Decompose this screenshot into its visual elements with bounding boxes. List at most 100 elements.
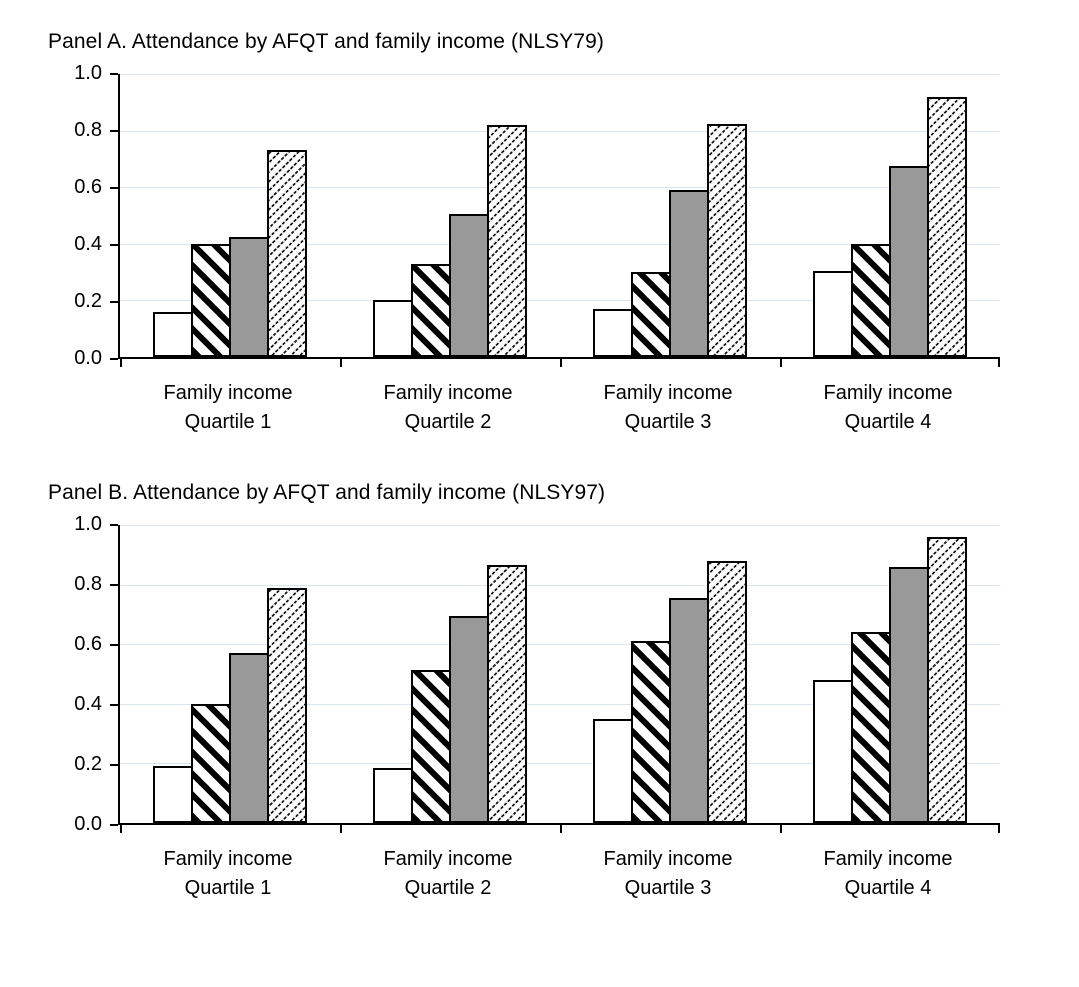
bar-gray xyxy=(669,190,709,357)
gridline xyxy=(120,187,1000,189)
x-axis-label: Family income Quartile 1 xyxy=(118,845,338,903)
panel-a: Panel A. Attendance by AFQT and family i… xyxy=(48,30,1049,437)
bar-group xyxy=(780,525,1000,823)
x-axis-label: Family income Quartile 4 xyxy=(778,845,998,903)
bar-stripe xyxy=(411,263,451,357)
y-tick-mark xyxy=(110,130,118,132)
bar-groups xyxy=(120,74,1000,357)
x-axis-label-line: Family income xyxy=(383,848,513,870)
bar-white xyxy=(593,308,633,357)
x-axis-label-line: Family income xyxy=(823,848,953,870)
y-tick-mark xyxy=(110,764,118,766)
bar-group xyxy=(120,525,340,823)
x-axis-label: Family income Quartile 2 xyxy=(338,379,558,437)
bar-group xyxy=(780,74,1000,357)
plot-area xyxy=(118,74,1000,367)
x-axis-label-line: Quartile 2 xyxy=(404,411,492,433)
y-tick-label: 0.0 xyxy=(74,813,102,836)
bar-hatch xyxy=(267,150,307,357)
y-tick-mark xyxy=(110,73,118,75)
gridline xyxy=(120,584,1000,586)
plot-area xyxy=(118,525,1000,833)
bar-white xyxy=(373,767,413,823)
x-axis-label: Family income Quartile 4 xyxy=(778,379,998,437)
bar-stripe xyxy=(631,272,671,357)
bar-gray xyxy=(889,566,929,823)
gridline xyxy=(120,525,1000,526)
bar-stripe xyxy=(851,632,891,823)
x-labels: Family income Quartile 1 Family income Quar… xyxy=(118,359,1000,437)
bar-groups xyxy=(120,525,1000,823)
y-axis: 1.0 0.8 0.6 0.4 0.2 0.0 xyxy=(48,62,118,369)
x-tick-mark xyxy=(120,359,122,367)
x-tick-mark xyxy=(780,359,782,367)
y-tick-mark xyxy=(110,584,118,586)
panel-a-title: Panel A. Attendance by AFQT and family i… xyxy=(48,30,604,53)
y-tick-mark xyxy=(110,187,118,189)
bar-white xyxy=(153,766,193,823)
bar-group xyxy=(560,525,780,823)
bar-white xyxy=(373,300,413,357)
bar-stripe xyxy=(851,243,891,357)
x-axis-label: Family income Quartile 3 xyxy=(558,845,778,903)
x-axis-label-line: Quartile 3 xyxy=(624,411,712,433)
y-tick-label: 1.0 xyxy=(74,62,102,85)
x-axis-label: Family income Quartile 3 xyxy=(558,379,778,437)
y-tick-label: 0.2 xyxy=(74,753,102,776)
x-tick-mark xyxy=(560,825,562,833)
bar-group xyxy=(120,74,340,357)
plot-wrap: Family income Quartile 1 Family income Quar… xyxy=(118,74,1000,437)
x-axis-label: Family income Quartile 2 xyxy=(338,845,558,903)
bar-stripe xyxy=(191,703,231,823)
y-tick-mark xyxy=(110,524,118,526)
bar-gray xyxy=(449,615,489,823)
y-tick-mark xyxy=(110,301,118,303)
x-axis-label-line: Family income xyxy=(823,382,953,404)
x-axis-label-line: Quartile 2 xyxy=(404,877,492,899)
y-tick-label: 0.8 xyxy=(74,119,102,142)
x-tick-mark xyxy=(560,359,562,367)
bar-gray xyxy=(889,165,929,357)
x-axis-label-line: Quartile 3 xyxy=(624,877,712,899)
bar-hatch xyxy=(927,536,967,823)
y-tick-mark xyxy=(110,358,118,360)
y-axis: 1.0 0.8 0.6 0.4 0.2 0.0 xyxy=(48,513,118,835)
x-axis-label-line: Family income xyxy=(163,848,293,870)
x-axis-label-line: Family income xyxy=(603,848,733,870)
gridline xyxy=(120,243,1000,245)
x-tick-mark xyxy=(998,359,1000,367)
panel-a-chart: 1.0 0.8 0.6 0.4 0.2 0.0 Family income Quartile… xyxy=(48,62,1049,437)
bar-hatch xyxy=(267,587,307,823)
gridline xyxy=(120,130,1000,132)
x-axis-label-line: Quartile 4 xyxy=(844,411,932,433)
y-tick-label: 0.0 xyxy=(74,347,102,370)
bar-gray xyxy=(669,598,709,823)
y-tick-label: 0.6 xyxy=(74,633,102,656)
x-axis-label-line: Quartile 1 xyxy=(184,877,272,899)
panel-b-title: Panel B. Attendance by AFQT and family i… xyxy=(48,481,606,504)
y-tick-label: 1.0 xyxy=(74,513,102,536)
x-axis-label-line: Quartile 4 xyxy=(844,877,932,899)
x-tick-mark xyxy=(340,359,342,367)
bar-group xyxy=(560,74,780,357)
bar-group xyxy=(340,525,560,823)
bar-white xyxy=(153,311,193,357)
bar-white xyxy=(593,718,633,823)
x-tick-mark xyxy=(780,825,782,833)
bar-stripe xyxy=(411,669,451,823)
x-tick-mark xyxy=(340,825,342,833)
plot-wrap: Family income Quartile 1 Family income Quar… xyxy=(118,525,1000,903)
y-tick-label: 0.8 xyxy=(74,573,102,596)
bar-hatch xyxy=(927,96,967,357)
x-axis-label-line: Quartile 1 xyxy=(184,411,272,433)
y-tick-label: 0.2 xyxy=(74,290,102,313)
y-tick-mark xyxy=(110,644,118,646)
bar-hatch xyxy=(487,124,527,357)
gridline xyxy=(120,644,1000,646)
y-tick-label: 0.4 xyxy=(74,693,102,716)
x-axis-label: Family income Quartile 1 xyxy=(118,379,338,437)
bar-hatch xyxy=(487,565,527,823)
x-labels: Family income Quartile 1 Family income Quar… xyxy=(118,825,1000,903)
y-tick-label: 0.6 xyxy=(74,176,102,199)
